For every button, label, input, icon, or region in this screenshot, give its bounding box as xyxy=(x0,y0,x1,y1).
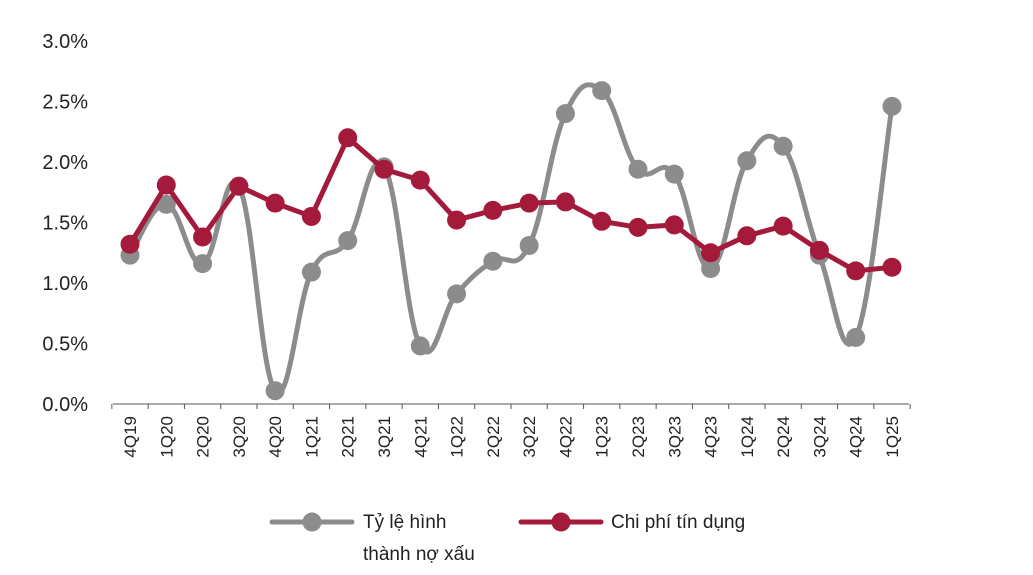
y-tick-label: 2.5% xyxy=(42,92,88,114)
x-tick-label: 1Q22 xyxy=(448,416,467,458)
data-point xyxy=(882,257,902,277)
y-tick-label: 0.5% xyxy=(42,334,88,356)
data-point xyxy=(374,159,394,179)
data-point xyxy=(519,235,539,255)
data-point xyxy=(193,254,213,274)
x-tick-label: 4Q22 xyxy=(556,416,575,458)
series-0 xyxy=(120,81,902,401)
x-tick-label: 2Q21 xyxy=(339,416,358,458)
x-axis: 4Q19 1Q20 2Q20 3Q20 4Q20 1Q21 2Q21 3Q21 4Q21 1Q22… xyxy=(111,403,911,458)
data-point xyxy=(265,193,285,213)
x-tick-label: 3Q22 xyxy=(520,416,539,458)
x-tick-label: 1Q25 xyxy=(883,416,902,458)
data-point xyxy=(229,176,249,196)
data-point xyxy=(846,327,866,347)
x-tick-label: 2Q23 xyxy=(629,416,648,458)
data-point xyxy=(447,284,467,304)
data-point xyxy=(338,231,358,251)
x-tick-label: 4Q24 xyxy=(847,416,866,458)
series-layer xyxy=(120,81,902,401)
data-point xyxy=(737,151,757,171)
x-tick-label: 1Q23 xyxy=(593,416,612,458)
data-point xyxy=(628,217,648,237)
legend-label: Tỷ lệ hình xyxy=(363,512,446,533)
legend-label: Chi phí tín dụng xyxy=(611,512,745,533)
data-point xyxy=(773,216,793,236)
data-point xyxy=(193,227,213,247)
data-point xyxy=(156,194,176,214)
y-tick-label: 1.0% xyxy=(42,273,88,295)
data-point xyxy=(664,215,684,235)
data-point xyxy=(301,262,321,282)
data-point xyxy=(737,226,757,246)
data-point xyxy=(555,104,575,124)
x-tick-label: 2Q24 xyxy=(774,416,793,458)
x-tick-label: 1Q24 xyxy=(738,416,757,458)
y-tick-label: 1.5% xyxy=(42,213,88,235)
y-tick-label: 2.0% xyxy=(42,152,88,174)
series-line xyxy=(127,135,895,274)
data-point xyxy=(592,211,612,231)
x-tick-label: 3Q21 xyxy=(375,416,394,458)
series-1 xyxy=(120,128,902,281)
x-tick-label: 3Q24 xyxy=(810,416,829,458)
data-point xyxy=(265,381,285,401)
data-point xyxy=(483,251,503,271)
y-tick-label: 3.0% xyxy=(42,31,88,53)
series-line xyxy=(127,82,895,396)
data-point xyxy=(483,200,503,220)
data-point xyxy=(664,164,684,184)
data-point xyxy=(592,81,612,101)
data-point xyxy=(519,193,539,213)
data-point xyxy=(555,192,575,212)
y-axis: 0.0% 0.5% 1.0% 1.5% 2.0% 2.5% 3.0% xyxy=(42,31,88,416)
x-tick-label: 3Q20 xyxy=(230,416,249,458)
x-tick-label: 4Q19 xyxy=(121,416,140,458)
data-point xyxy=(628,159,648,179)
data-point xyxy=(447,210,467,230)
x-tick-label: 3Q23 xyxy=(665,416,684,458)
x-tick-label: 2Q22 xyxy=(484,416,503,458)
data-point xyxy=(809,240,829,260)
data-point xyxy=(846,261,866,281)
data-point xyxy=(338,128,358,148)
data-point xyxy=(156,175,176,195)
y-tick-label: 0.0% xyxy=(42,394,88,416)
x-tick-label: 2Q20 xyxy=(194,416,213,458)
data-point xyxy=(410,336,430,356)
data-point xyxy=(701,258,721,278)
x-tick-label: 1Q20 xyxy=(157,416,176,458)
legend-label: thành nợ xấu xyxy=(363,544,475,565)
legend-item-0: Tỷ lệ hình thành nợ xấu xyxy=(269,512,475,565)
data-point xyxy=(701,243,721,263)
x-tick-label: 4Q21 xyxy=(411,416,430,458)
data-point xyxy=(410,170,430,190)
data-point xyxy=(882,96,902,116)
data-point xyxy=(773,136,793,156)
x-tick-label: 1Q21 xyxy=(302,416,321,458)
legend-item-1: Chi phí tín dụng xyxy=(518,512,745,533)
legend: Tỷ lệ hình thành nợ xấu Chi phí tín dụng xyxy=(269,512,745,565)
x-tick-label: 4Q20 xyxy=(266,416,285,458)
legend-marker xyxy=(551,512,571,532)
data-point xyxy=(120,234,140,254)
x-tick-label: 4Q23 xyxy=(702,416,721,458)
data-point xyxy=(301,206,321,226)
legend-marker xyxy=(302,512,322,532)
